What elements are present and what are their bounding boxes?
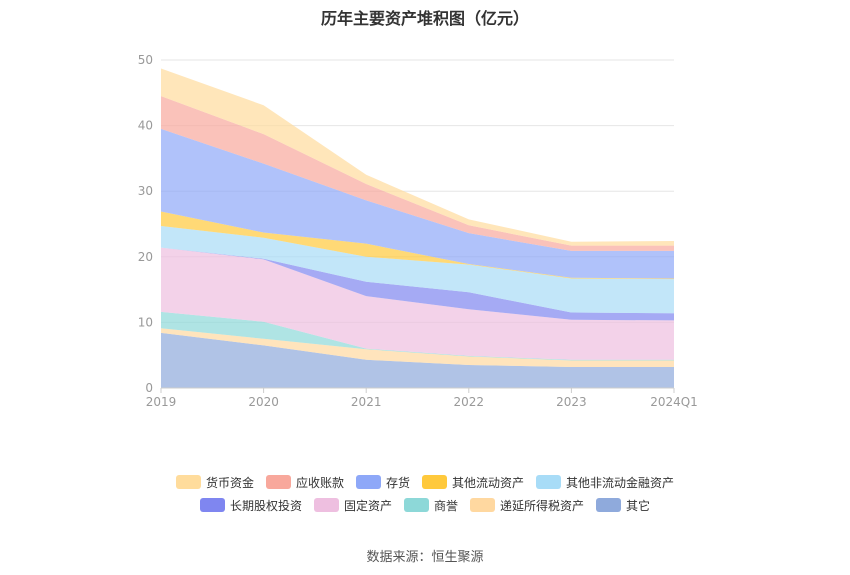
- legend-item[interactable]: 长期股权投资: [199, 497, 302, 514]
- legend: 货币资金 应收账款 存货 其他流动资产 其他非流动金融资产 长期股权投资 固定资产 商誉 递延…: [0, 471, 850, 516]
- legend-label: 固定资产: [343, 498, 392, 513]
- legend-item[interactable]: 其他流动资产: [422, 474, 524, 491]
- chart-title: 历年主要资产堆积图（亿元）: [320, 9, 529, 28]
- legend-swatch: [313, 498, 339, 512]
- legend-item[interactable]: 其它: [596, 497, 650, 514]
- legend-label: 应收账款: [295, 475, 344, 490]
- x-tick-label: 2023: [556, 395, 587, 409]
- legend-label: 其他非流动金融资产: [566, 475, 675, 490]
- legend-swatch: [265, 475, 291, 489]
- legend-swatch: [470, 498, 495, 512]
- x-tick-label: 2022: [454, 395, 485, 409]
- y-tick-label: 20: [138, 250, 153, 264]
- legend-item[interactable]: 商誉: [403, 497, 458, 514]
- legend-item[interactable]: 存货: [355, 474, 410, 491]
- legend-row: 长期股权投资 固定资产 商誉 递延所得税资产 其它: [0, 494, 850, 516]
- legend-item[interactable]: 货币资金: [175, 474, 254, 491]
- legend-item[interactable]: 递延所得税资产: [470, 497, 584, 514]
- legend-label: 递延所得税资产: [500, 498, 585, 513]
- legend-item[interactable]: 固定资产: [313, 497, 392, 514]
- legend-label: 其他流动资产: [452, 475, 525, 490]
- legend-row: 货币资金 应收账款 存货 其他流动资产 其他非流动金融资产: [0, 471, 850, 493]
- legend-label: 长期股权投资: [229, 498, 302, 513]
- area-series: [161, 311, 674, 361]
- legend-swatch: [536, 475, 562, 489]
- legend-swatch: [422, 475, 447, 489]
- x-tick-label: 2024Q1: [650, 395, 698, 409]
- legend-item[interactable]: 应收账款: [265, 474, 344, 491]
- y-tick-label: 50: [138, 53, 153, 67]
- stacked-area-chart: 0 10 20 30 40 50 2019 2020 2021 2022 2023 2024Q1: [138, 53, 698, 409]
- legend-swatch: [199, 498, 225, 512]
- legend-swatch: [355, 475, 381, 489]
- legend-item[interactable]: 其他非流动金融资产: [536, 474, 674, 491]
- area-series: [161, 332, 674, 388]
- area-series: [161, 247, 674, 321]
- legend-label: 存货: [385, 475, 410, 490]
- legend-label: 其它: [626, 498, 651, 513]
- y-tick-label: 40: [138, 119, 153, 133]
- legend-swatch: [175, 475, 201, 489]
- x-tick-label: 2021: [351, 395, 382, 409]
- data-source: 数据来源：恒生聚源: [366, 550, 484, 565]
- y-tick-label: 10: [138, 315, 153, 329]
- legend-label: 商誉: [433, 498, 458, 513]
- x-tick-label: 2019: [146, 395, 177, 409]
- x-tick-label: 2020: [248, 395, 279, 409]
- area-series: [161, 328, 674, 368]
- y-tick-label: 0: [145, 381, 153, 395]
- area-series: [161, 247, 674, 360]
- legend-swatch: [596, 498, 622, 512]
- legend-swatch: [403, 498, 429, 512]
- legend-label: 货币资金: [205, 475, 254, 490]
- area-series: [161, 225, 674, 314]
- y-tick-label: 30: [138, 184, 153, 198]
- area-series: [161, 128, 674, 279]
